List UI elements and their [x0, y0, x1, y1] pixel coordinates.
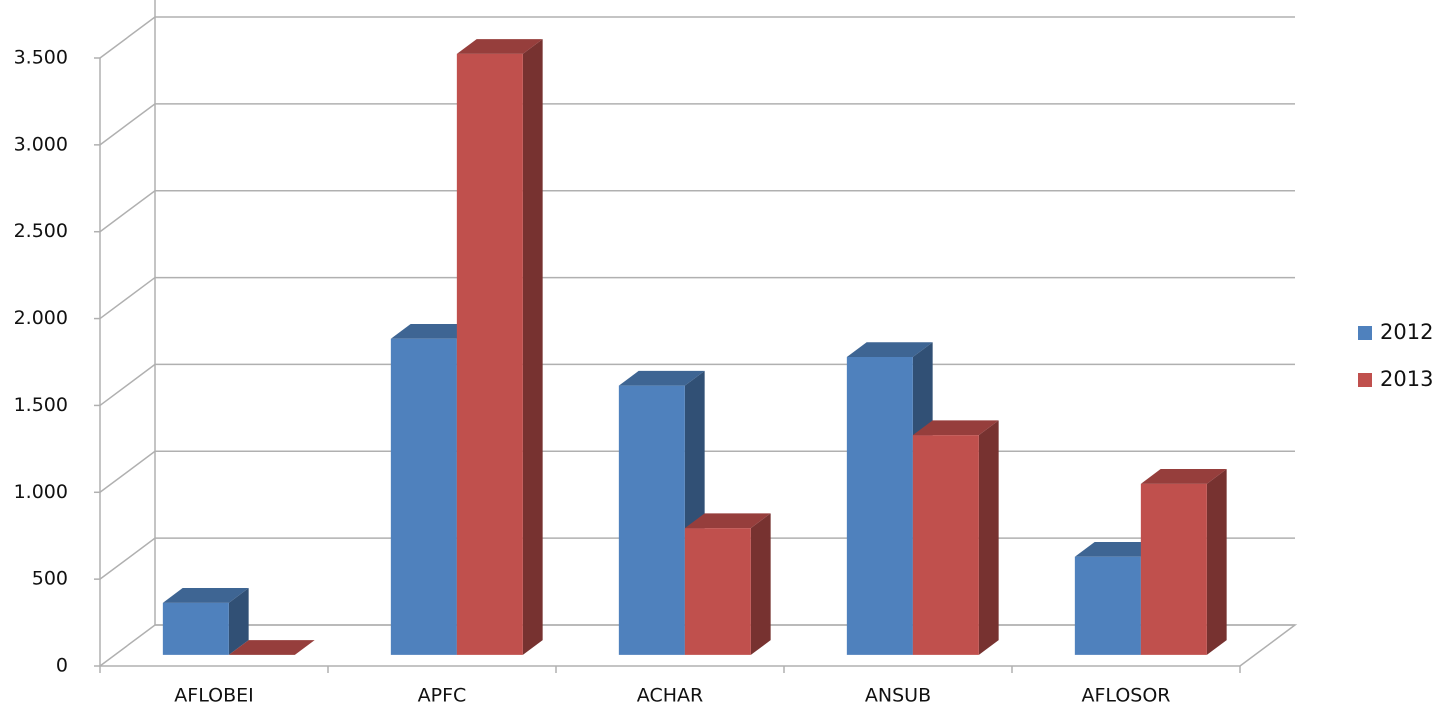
- bar-front: [162, 602, 229, 655]
- bar: [228, 640, 315, 655]
- bar-front: [618, 385, 685, 655]
- legend-label: 2013: [1380, 367, 1433, 391]
- bar-top: [162, 588, 249, 603]
- bar-top: [456, 39, 543, 54]
- grid-line: [99, 103, 1295, 146]
- x-tick-label: ANSUB: [865, 685, 931, 707]
- bar-top: [618, 370, 705, 386]
- bar: [1140, 469, 1227, 655]
- x-tick-label: ACHAR: [637, 685, 703, 707]
- legend-swatch: [1358, 373, 1372, 387]
- bar-front: [1074, 556, 1141, 655]
- bar-front: [846, 357, 913, 655]
- bar-front: [390, 338, 457, 655]
- bar: [456, 39, 543, 655]
- bar-top: [1074, 542, 1161, 557]
- grid-line: [99, 16, 1295, 59]
- bar-front: [912, 435, 979, 655]
- y-tick-label: 1.000: [14, 481, 68, 503]
- y-tick-label: 500: [32, 568, 68, 590]
- bar-top: [1140, 469, 1227, 484]
- bar-front: [1140, 483, 1207, 655]
- y-tick-label: 1.500: [14, 394, 68, 416]
- bar: [162, 588, 249, 655]
- legend-label: 2012: [1380, 320, 1433, 344]
- bar-side: [228, 588, 249, 655]
- grid-line: [99, 189, 1295, 233]
- bar-side: [750, 513, 771, 655]
- bar-top: [912, 420, 999, 436]
- y-tick-label: 0: [56, 655, 68, 677]
- bar-front: [684, 528, 751, 655]
- legend-swatch: [1358, 326, 1372, 340]
- bar: [684, 513, 771, 655]
- bar-top: [684, 513, 771, 529]
- bar-top: [846, 342, 933, 358]
- x-tick-label: AFLOBEI: [174, 685, 253, 707]
- grid-line: [99, 276, 1295, 320]
- bar-side: [1206, 469, 1227, 655]
- bar-front: [456, 53, 523, 655]
- y-tick-label: 2.500: [14, 220, 68, 242]
- bar-side: [978, 420, 999, 655]
- y-tick-label: 3.500: [14, 47, 68, 69]
- x-tick-label: AFLOSOR: [1081, 685, 1170, 707]
- y-tick-label: 3.000: [14, 133, 68, 155]
- bar: [912, 420, 999, 655]
- bar-top: [228, 640, 315, 655]
- bar-top: [390, 324, 477, 339]
- x-tick-label: APFC: [418, 685, 467, 707]
- bar-side: [522, 39, 543, 655]
- y-tick-label: 2.000: [14, 307, 68, 329]
